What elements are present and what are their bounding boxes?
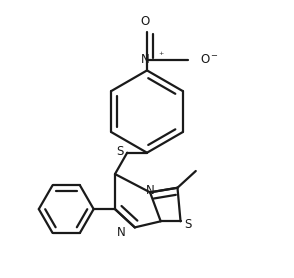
Text: S: S	[116, 145, 123, 158]
Text: S: S	[184, 218, 192, 231]
Text: N: N	[117, 226, 126, 239]
Text: N: N	[141, 53, 150, 66]
Text: O: O	[141, 15, 150, 28]
Text: $^+$: $^+$	[157, 51, 165, 60]
Text: N: N	[146, 184, 154, 197]
Text: O$^-$: O$^-$	[200, 53, 219, 66]
